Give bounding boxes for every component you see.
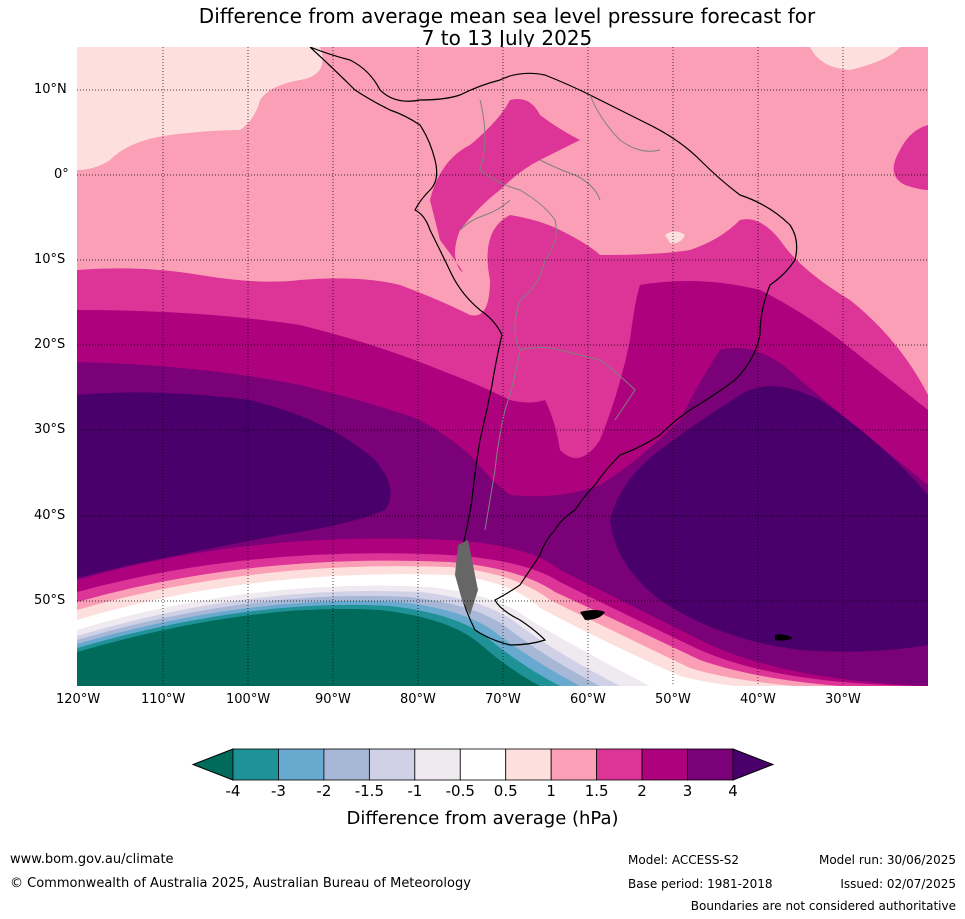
country-borders bbox=[459, 94, 661, 531]
colorbar-tick-label: 1.5 bbox=[584, 782, 609, 800]
anomaly-band-2-east-atlantic bbox=[893, 125, 928, 190]
lon-label-90w: 90°W bbox=[315, 692, 351, 707]
lat-label-0: 0° bbox=[54, 167, 69, 182]
map-title-line1: Difference from average mean sea level p… bbox=[198, 4, 816, 28]
lat-label-40s: 40°S bbox=[34, 508, 66, 523]
map-title-line2: 7 to 13 July 2025 bbox=[421, 26, 593, 50]
colorbar-tick-label: 0.5 bbox=[493, 782, 518, 800]
colorbar-title: Difference from average (hPa) bbox=[346, 808, 619, 829]
colorbar-tick-label: 2 bbox=[637, 782, 647, 800]
anomaly-band-south-neg-4 bbox=[77, 608, 540, 686]
footer-boundaries: Boundaries are not considered authoritat… bbox=[690, 899, 956, 913]
lon-label-70w: 70°W bbox=[485, 692, 521, 707]
footer-copyright: © Commonwealth of Australia 2025, Austra… bbox=[10, 876, 471, 891]
footer-base-period: Base period: 1981-2018 bbox=[628, 877, 773, 891]
lat-label-20s: 20°S bbox=[34, 337, 66, 352]
footer-url[interactable]: www.bom.gov.au/climate bbox=[10, 852, 174, 867]
anomaly-band-0-5-pacific bbox=[77, 47, 323, 170]
footer-model: Model: ACCESS-S2 bbox=[628, 853, 740, 867]
colorbar-tick-label: -0.5 bbox=[445, 782, 475, 800]
lon-label-60w: 60°W bbox=[570, 692, 606, 707]
anomaly-max-atlantic bbox=[610, 386, 928, 652]
colorbar-tick-label: 3 bbox=[682, 782, 693, 800]
south-america-coastline bbox=[309, 47, 798, 646]
footer-issued: Issued: 02/07/2025 bbox=[840, 877, 956, 891]
lon-label-50w: 50°W bbox=[655, 692, 691, 707]
anomaly-band-0-5-brazil bbox=[665, 231, 685, 244]
lon-label-40w: 40°W bbox=[740, 692, 776, 707]
graticule bbox=[77, 47, 928, 686]
anomaly-max-pacific bbox=[77, 392, 391, 578]
lon-label-110w: 110°W bbox=[141, 692, 186, 707]
south-georgia bbox=[775, 634, 793, 641]
colorbar-tick-label: 4 bbox=[728, 782, 738, 800]
lat-label-10n: 10°N bbox=[34, 82, 67, 97]
lat-label-30s: 30°S bbox=[34, 422, 66, 437]
lon-label-30w: 30°W bbox=[825, 692, 861, 707]
colorbar-tick-label: -4 bbox=[225, 782, 241, 800]
colorbar-tick-label: -1 bbox=[407, 782, 423, 800]
falkland-islands bbox=[580, 610, 605, 620]
colorbar-tick-label: -3 bbox=[270, 782, 286, 800]
patagonia-archipelago bbox=[455, 540, 478, 615]
lat-label-10s: 10°S bbox=[34, 252, 66, 267]
footer-model-run: Model run: 30/06/2025 bbox=[818, 853, 956, 867]
anomaly-band-2-northern-sa bbox=[430, 99, 580, 272]
colorbar-tick-label: -1.5 bbox=[354, 782, 384, 800]
lon-label-120w: 120°W bbox=[56, 692, 101, 707]
anomaly-band-0-5-north bbox=[810, 47, 900, 70]
colorbar-tick-label: -2 bbox=[316, 782, 332, 800]
lat-label-50s: 50°S bbox=[34, 593, 66, 608]
lon-label-80w: 80°W bbox=[400, 692, 436, 707]
lon-label-100w: 100°W bbox=[226, 692, 271, 707]
colorbar-tick-label: 1 bbox=[546, 782, 556, 800]
